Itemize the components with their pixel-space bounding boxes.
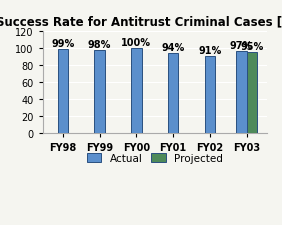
- Legend: Actual, Projected: Actual, Projected: [83, 149, 227, 167]
- Bar: [131, 49, 142, 134]
- Bar: [94, 50, 105, 134]
- Bar: [236, 51, 246, 134]
- Bar: [247, 53, 257, 134]
- Bar: [168, 54, 178, 134]
- Text: 95%: 95%: [241, 42, 264, 52]
- Text: 97%: 97%: [230, 40, 253, 50]
- Bar: [58, 50, 68, 134]
- Text: 94%: 94%: [162, 43, 185, 53]
- Title: Success Rate for Antitrust Criminal Cases [ATR]: Success Rate for Antitrust Criminal Case…: [0, 15, 282, 28]
- Text: 99%: 99%: [51, 39, 74, 49]
- Bar: [205, 56, 215, 134]
- Text: 91%: 91%: [198, 45, 222, 55]
- Text: 98%: 98%: [88, 40, 111, 50]
- Text: 100%: 100%: [121, 38, 151, 48]
